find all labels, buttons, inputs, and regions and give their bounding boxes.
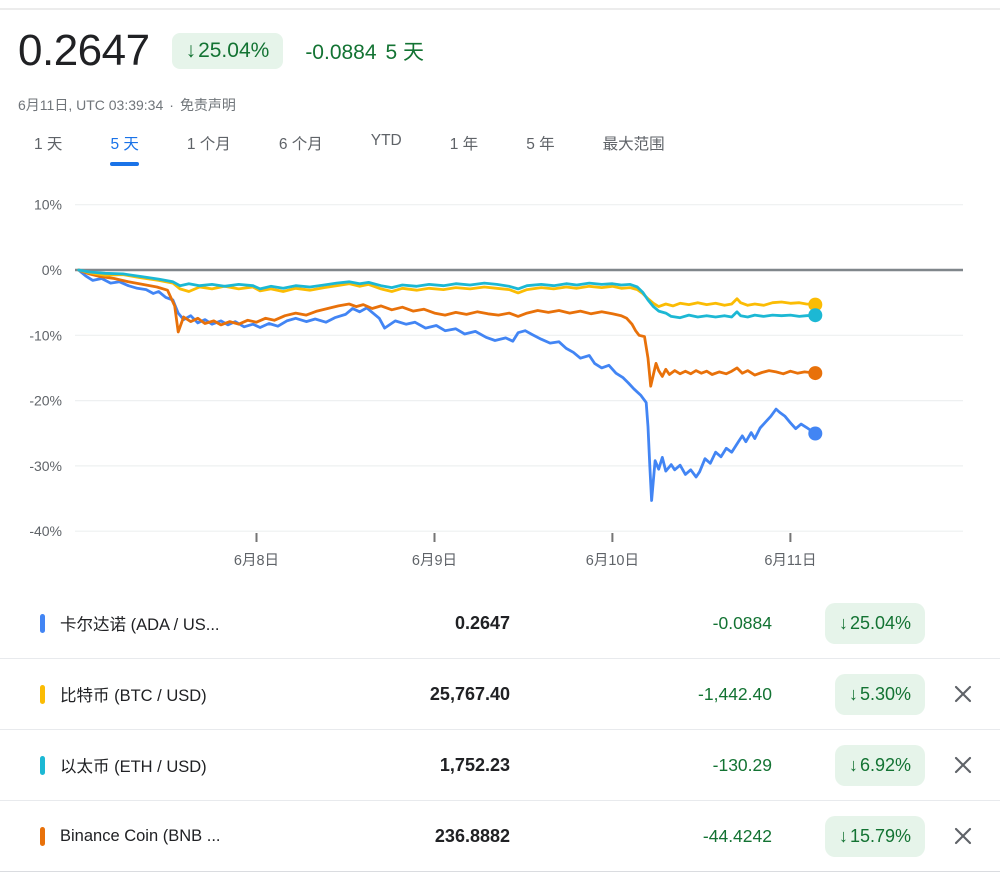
disclaimer-link[interactable]: 免责声明 — [179, 97, 236, 113]
tab-label: 最大范围 — [602, 136, 665, 153]
asset-price: 236.8882 — [434, 825, 510, 846]
chart-svg[interactable]: 10% 0% -10% -20% -30% -40% 6月8日 6月9日 6月10日 6月11日 — [0, 170, 1000, 600]
tab-ytd[interactable]: YTD — [371, 132, 402, 166]
series-color-marker — [40, 826, 45, 846]
asset-name: 以太币 (ETH / USD) — [60, 758, 207, 776]
series-line-bnb — [77, 268, 817, 388]
tab-label: 1 天 — [34, 136, 63, 153]
series-line-eth — [77, 268, 817, 320]
asset-price: 25,767.40 — [429, 683, 510, 704]
current-price: 0.2647 — [18, 26, 150, 75]
datetime-line: 6月11日, UTC 03:39:34 · 免责声明 — [18, 95, 236, 115]
series-end-dot-bnb — [808, 366, 823, 381]
tab-label: 5 年 — [526, 136, 555, 153]
asset-percent-badge: ↓ 6.92% — [834, 744, 925, 786]
arrow-down-icon: ↓ — [185, 39, 197, 62]
remove-asset-button[interactable] — [948, 679, 978, 709]
dot-separator: · — [169, 97, 174, 113]
y-axis-label: 10% — [34, 197, 62, 213]
performance-chart: 10% 0% -10% -20% -30% -40% 6月8日 6月9日 6月10日 6月11日 — [0, 170, 1000, 600]
quote-datetime: 6月11日, UTC 03:39:34 — [18, 97, 164, 113]
tab-5y[interactable]: 5 年 — [526, 132, 554, 166]
tab-5d[interactable]: 5 天 — [110, 132, 139, 166]
change-percent-badge: ↓ 25.04% — [171, 33, 284, 69]
series-end-dot-eth — [808, 308, 823, 323]
series-line-btc — [77, 268, 817, 309]
y-axis-label: -30% — [29, 458, 62, 474]
close-icon — [954, 756, 971, 774]
asset-percent-badge: ↓ 25.04% — [824, 602, 925, 644]
asset-percent-badge: ↓ 5.30% — [834, 673, 925, 715]
watchlist: 卡尔达诺 (ADA / US... 0.2647 -0.0884 ↓ 25.04… — [0, 588, 1000, 872]
y-axis-label: 0% — [42, 262, 62, 278]
tab-label: YTD — [370, 132, 402, 149]
asset-price: 0.2647 — [454, 612, 510, 633]
y-axis-label: -40% — [29, 523, 62, 539]
remove-asset-button[interactable] — [948, 750, 978, 780]
y-axis-label: -10% — [29, 327, 62, 343]
asset-change: -0.0884 — [712, 612, 772, 633]
active-tab-underline — [110, 162, 139, 166]
change-period: 5 天 — [385, 41, 425, 64]
asset-change: -44.4242 — [702, 825, 772, 846]
tab-1m[interactable]: 1 个月 — [187, 132, 231, 166]
asset-price: 1,752.23 — [439, 754, 510, 775]
x-axis-label: 6月9日 — [412, 553, 457, 569]
x-axis-label: 6月11日 — [764, 553, 816, 569]
watchlist-row-btc[interactable]: 比特币 (BTC / USD) 25,767.40 -1,442.40 ↓ 5.… — [0, 659, 1000, 730]
percent-value: 5.30% — [859, 683, 911, 704]
series-color-marker — [40, 755, 45, 775]
asset-name: 比特币 (BTC / USD) — [60, 687, 207, 705]
price-header: 0.2647 ↓ 25.04% -0.0884 5 天 — [18, 26, 424, 76]
arrow-down-icon: ↓ — [838, 612, 848, 633]
percent-value: 25.04% — [849, 612, 911, 633]
x-axis-label: 6月8日 — [234, 553, 279, 569]
percent-value: 15.79% — [849, 825, 911, 846]
change-absolute-value: -0.0884 — [305, 41, 377, 64]
percent-value: 6.92% — [859, 754, 911, 775]
series-end-dot-btc — [808, 297, 823, 312]
watchlist-row-ada[interactable]: 卡尔达诺 (ADA / US... 0.2647 -0.0884 ↓ 25.04… — [0, 588, 1000, 659]
asset-change: -1,442.40 — [698, 683, 772, 704]
watchlist-row-bnb[interactable]: Binance Coin (BNB ... 236.8882 -44.4242 … — [0, 801, 1000, 872]
tab-6m[interactable]: 6 个月 — [279, 132, 323, 166]
tab-1d[interactable]: 1 天 — [34, 132, 62, 166]
asset-name: Binance Coin (BNB ... — [60, 826, 221, 845]
arrow-down-icon: ↓ — [848, 754, 858, 775]
tab-label: 1 个月 — [186, 136, 231, 153]
close-icon — [954, 827, 971, 845]
remove-asset-button[interactable] — [948, 821, 978, 851]
top-divider — [0, 8, 1000, 10]
close-icon — [954, 685, 971, 703]
asset-percent-badge: ↓ 15.79% — [824, 815, 925, 857]
series-color-marker — [40, 684, 45, 704]
tab-label: 1 年 — [449, 136, 479, 153]
change-percent-value: 25.04% — [198, 39, 270, 62]
x-axis-label: 6月10日 — [586, 553, 639, 569]
time-range-tabs: 1 天 5 天 1 个月 6 个月 YTD 1 年 5 年 最大范围 — [34, 132, 713, 166]
arrow-down-icon: ↓ — [838, 825, 848, 846]
series-end-dot-ada — [808, 426, 823, 441]
tab-1y[interactable]: 1 年 — [450, 132, 478, 166]
watchlist-row-eth[interactable]: 以太币 (ETH / USD) 1,752.23 -130.29 ↓ 6.92% — [0, 730, 1000, 801]
change-absolute-wrap: -0.0884 5 天 — [305, 36, 424, 66]
series-color-marker — [40, 613, 45, 633]
asset-change: -130.29 — [712, 754, 772, 775]
tab-max[interactable]: 最大范围 — [603, 132, 665, 166]
tab-label: 5 天 — [110, 136, 139, 153]
y-axis-label: -20% — [29, 393, 62, 409]
asset-name: 卡尔达诺 (ADA / US... — [60, 616, 220, 634]
arrow-down-icon: ↓ — [848, 683, 858, 704]
tab-label: 6 个月 — [278, 136, 323, 153]
